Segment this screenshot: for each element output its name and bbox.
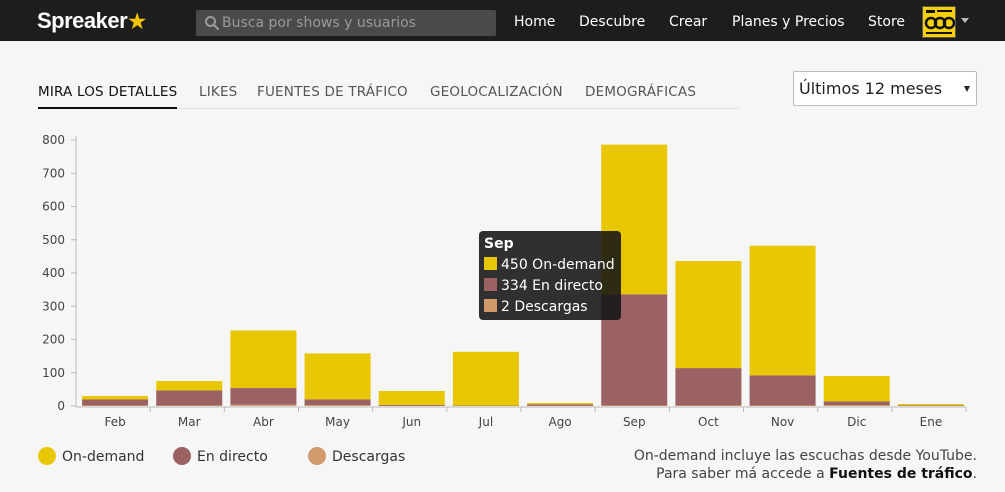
spreaker-logo[interactable]: Spreaker★ bbox=[37, 8, 146, 34]
x-tick-label: Dic bbox=[847, 415, 866, 429]
bar-on-demand-jul bbox=[452, 351, 519, 406]
search-input[interactable] bbox=[222, 10, 488, 36]
legend-dot-icon bbox=[173, 447, 191, 465]
tab-mira-los-detalles[interactable]: MIRA LOS DETALLES bbox=[38, 84, 178, 109]
dropdown-arrow-icon bbox=[964, 86, 970, 92]
x-tick-label: May bbox=[325, 415, 350, 429]
tab-likes[interactable]: LIKES bbox=[199, 84, 238, 100]
tooltip-row-label: 334 En directo bbox=[501, 278, 603, 294]
y-tick-label: 600 bbox=[42, 200, 65, 214]
y-tick-label: 300 bbox=[42, 299, 65, 313]
bar-on-demand-mar bbox=[156, 381, 223, 391]
x-tick-label: Jun bbox=[401, 415, 421, 429]
bar-descargas-nov bbox=[749, 404, 816, 406]
tooltip-row-label: 2 Descargas bbox=[501, 299, 588, 315]
x-tick-label: Oct bbox=[698, 415, 719, 429]
bar-en-directo-ago bbox=[527, 404, 594, 406]
y-tick-label: 100 bbox=[42, 366, 65, 380]
y-tick-label: 500 bbox=[42, 233, 65, 247]
bar-en-directo-dic bbox=[823, 401, 890, 406]
nav-descubre[interactable]: Descubre bbox=[579, 14, 646, 30]
tooltip-swatch-on-demand bbox=[484, 257, 497, 270]
legend-dot-icon bbox=[308, 447, 326, 465]
nav-crear[interactable]: Crear bbox=[669, 14, 708, 30]
bar-descargas-mar bbox=[156, 404, 223, 406]
bar-on-demand-may bbox=[304, 353, 371, 400]
tooltip-row-descargas: 2 Descargas bbox=[484, 299, 588, 315]
account-menu-chevron-icon[interactable] bbox=[961, 18, 969, 23]
bar-on-demand-nov bbox=[749, 245, 816, 376]
top-navigation-bar: Spreaker★ Home Descubre Crear Planes y P… bbox=[0, 0, 1005, 41]
tab-geolocalizacion[interactable]: GEOLOCALIZACIÓN bbox=[430, 84, 563, 100]
x-tick-label: Feb bbox=[104, 415, 125, 429]
bar-descargas-sep bbox=[601, 404, 668, 406]
x-tick-label: Abr bbox=[253, 415, 274, 429]
tooltip-title: Sep bbox=[484, 236, 514, 252]
stats-tabs: MIRA LOS DETALLES LIKES FUENTES DE TRÁFI… bbox=[38, 84, 738, 109]
bar-on-demand-dic bbox=[823, 376, 890, 402]
bar-on-demand-abr bbox=[230, 330, 297, 389]
tooltip-swatch-descargas bbox=[484, 299, 497, 312]
bar-descargas-oct bbox=[675, 404, 742, 406]
tooltip-row-on-demand: 450 On-demand bbox=[484, 257, 615, 273]
legend-label: En directo bbox=[197, 449, 268, 465]
y-tick-label: 200 bbox=[42, 333, 65, 347]
y-tick-label: 400 bbox=[42, 266, 65, 280]
period-select-value: Últimos 12 meses bbox=[799, 79, 943, 98]
logo-text: Spreaker bbox=[37, 8, 128, 33]
bar-descargas-dic bbox=[823, 404, 890, 406]
bar-descargas-may bbox=[304, 404, 371, 406]
legend-label: On-demand bbox=[62, 449, 145, 465]
note-suffix: . bbox=[972, 466, 977, 482]
logo-star-icon: ★ bbox=[128, 11, 146, 33]
legend-en-directo[interactable]: En directo bbox=[173, 447, 268, 465]
bar-descargas-feb bbox=[82, 404, 149, 406]
x-tick-label: Sep bbox=[623, 415, 646, 429]
bar-on-demand-jun bbox=[378, 391, 445, 406]
bar-en-directo-may bbox=[304, 399, 371, 406]
note-prefix: Para saber má accede a bbox=[656, 466, 830, 482]
legend-label: Descargas bbox=[332, 449, 406, 465]
nav-planes-precios[interactable]: Planes y Precios bbox=[732, 14, 845, 30]
tooltip-row-en-directo: 334 En directo bbox=[484, 278, 603, 294]
tab-demograficas[interactable]: DEMOGRÁFICAS bbox=[585, 84, 697, 100]
bar-en-directo-feb bbox=[82, 399, 149, 406]
note-line-2: Para saber má accede a Fuentes de tráfic… bbox=[656, 466, 977, 482]
bar-en-directo-oct bbox=[675, 368, 742, 406]
bar-en-directo-nov bbox=[749, 375, 816, 406]
tooltip-row-label: 450 On-demand bbox=[501, 257, 615, 273]
legend-descargas[interactable]: Descargas bbox=[308, 447, 405, 465]
y-tick-label: 0 bbox=[57, 399, 65, 413]
x-tick-label: Mar bbox=[178, 415, 201, 429]
bar-en-directo-jun bbox=[378, 404, 445, 406]
x-tick-label: Ago bbox=[548, 415, 571, 429]
bar-descargas-abr bbox=[230, 404, 297, 406]
bar-en-directo-mar bbox=[156, 390, 223, 406]
bar-on-demand-ene bbox=[897, 404, 964, 406]
fuentes-de-trafico-link[interactable]: Fuentes de tráfico bbox=[829, 466, 973, 482]
bar-on-demand-feb bbox=[82, 396, 149, 400]
search-box bbox=[196, 10, 496, 36]
bar-on-demand-ago bbox=[527, 403, 594, 405]
x-tick-label: Nov bbox=[771, 415, 794, 429]
user-avatar-icon[interactable] bbox=[922, 6, 956, 38]
nav-home[interactable]: Home bbox=[514, 14, 556, 30]
legend-on-demand[interactable]: On-demand bbox=[38, 447, 144, 465]
chart-tooltip: Sep 450 On-demand 334 En directo 2 Desca… bbox=[479, 231, 621, 320]
x-tick-label: Jul bbox=[478, 415, 493, 429]
bar-on-demand-oct bbox=[675, 261, 742, 369]
y-tick-label: 800 bbox=[42, 133, 65, 147]
tab-fuentes-de-trafico[interactable]: FUENTES DE TRÁFICO bbox=[257, 84, 408, 100]
note-line-1: On-demand incluye las escuchas desde You… bbox=[633, 448, 977, 464]
bar-en-directo-abr bbox=[230, 388, 297, 405]
period-select[interactable]: Últimos 12 meses bbox=[793, 71, 977, 106]
tooltip-swatch-en-directo bbox=[484, 278, 497, 291]
nav-store[interactable]: Store bbox=[868, 14, 906, 30]
search-icon bbox=[205, 16, 220, 31]
y-tick-label: 700 bbox=[42, 166, 65, 180]
legend-dot-icon bbox=[38, 447, 56, 465]
x-tick-label: Ene bbox=[920, 415, 943, 429]
